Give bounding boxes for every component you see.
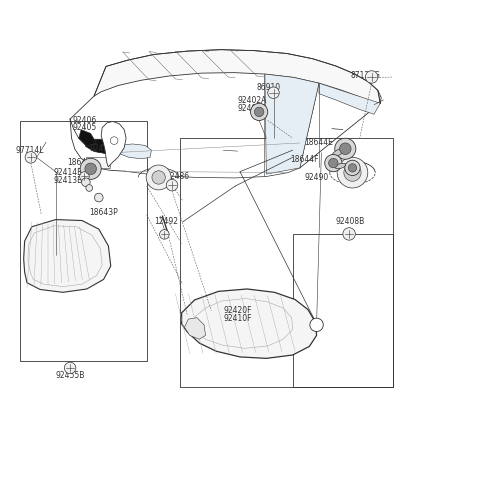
Text: CRD: CRD [95, 161, 101, 165]
Ellipse shape [335, 163, 346, 169]
Text: 92420F: 92420F [223, 306, 252, 315]
Polygon shape [79, 130, 96, 146]
Circle shape [95, 193, 103, 202]
Circle shape [86, 185, 93, 191]
Text: 92486: 92486 [166, 172, 190, 181]
Circle shape [337, 157, 368, 188]
Circle shape [146, 165, 171, 190]
Circle shape [64, 362, 76, 374]
Circle shape [80, 172, 89, 181]
Polygon shape [24, 220, 111, 292]
Circle shape [365, 71, 378, 83]
Text: 92410F: 92410F [223, 314, 252, 323]
Text: 92414B: 92414B [53, 168, 83, 177]
Circle shape [254, 107, 264, 116]
Circle shape [329, 158, 338, 168]
Text: 12492: 12492 [154, 218, 178, 226]
Bar [293, 234, 393, 387]
Text: 92413B: 92413B [53, 176, 83, 185]
Circle shape [339, 143, 351, 154]
Polygon shape [101, 121, 126, 167]
Text: 92401A: 92401A [238, 104, 267, 113]
Text: 18644E: 18644E [68, 158, 96, 167]
Polygon shape [319, 83, 380, 114]
Text: 18643D: 18643D [328, 163, 359, 172]
Text: 92402A: 92402A [238, 96, 267, 105]
Text: 18643P: 18643P [89, 208, 118, 217]
Bar [20, 121, 147, 361]
Text: 87125G: 87125G [350, 72, 380, 80]
Text: 92490: 92490 [305, 173, 329, 182]
Polygon shape [184, 318, 205, 339]
Polygon shape [94, 50, 380, 103]
Text: 97714L: 97714L [15, 146, 44, 155]
Text: 92406: 92406 [72, 115, 96, 125]
Circle shape [345, 160, 360, 175]
Text: 18644F: 18644F [290, 155, 319, 164]
Bar [86, 157, 110, 168]
Circle shape [82, 178, 90, 187]
Text: 86910: 86910 [257, 83, 281, 93]
Circle shape [348, 164, 357, 172]
Circle shape [268, 87, 279, 98]
Circle shape [324, 154, 342, 172]
Polygon shape [265, 74, 319, 174]
Circle shape [85, 163, 96, 175]
Text: 18644E: 18644E [305, 138, 334, 148]
Bar [180, 138, 393, 387]
Polygon shape [181, 289, 317, 358]
Circle shape [310, 318, 323, 332]
Text: 92408B: 92408B [336, 218, 365, 226]
Ellipse shape [332, 149, 344, 157]
Polygon shape [85, 139, 115, 153]
Circle shape [335, 138, 356, 159]
Circle shape [25, 151, 36, 163]
Circle shape [159, 229, 169, 239]
Polygon shape [117, 144, 152, 159]
Circle shape [152, 171, 165, 184]
Circle shape [166, 179, 178, 191]
Circle shape [251, 103, 268, 120]
Circle shape [344, 164, 361, 181]
Text: 92490B: 92490B [89, 144, 119, 153]
Circle shape [80, 158, 101, 179]
Text: 92405: 92405 [72, 123, 96, 132]
Text: 92455B: 92455B [55, 371, 85, 380]
Circle shape [110, 137, 118, 145]
Circle shape [343, 228, 355, 240]
